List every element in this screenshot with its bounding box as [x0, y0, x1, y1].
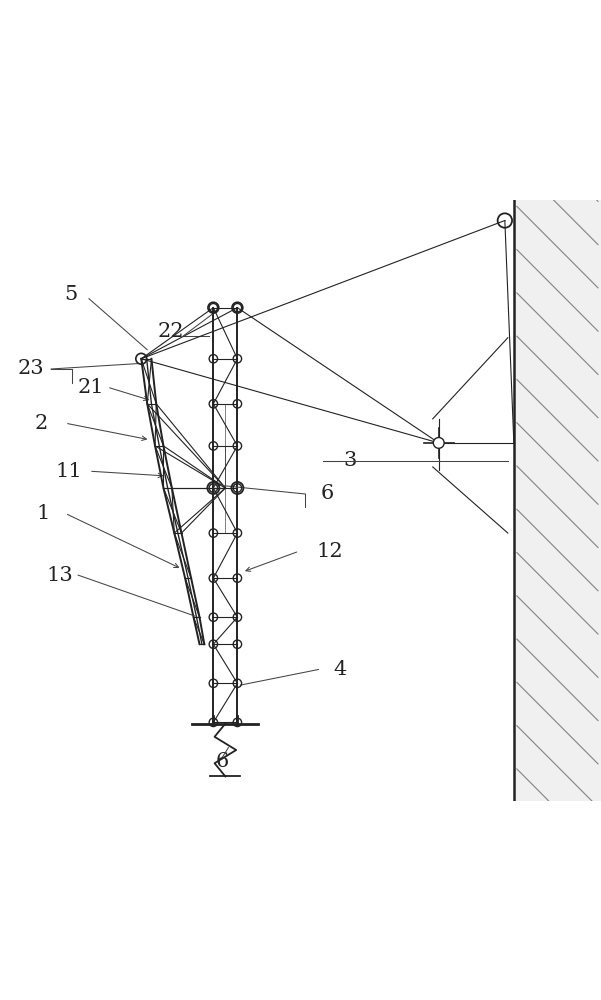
Text: 1: 1 — [37, 504, 50, 523]
Text: 11: 11 — [56, 462, 82, 481]
Text: 4: 4 — [333, 660, 346, 679]
Text: 21: 21 — [78, 378, 105, 397]
Text: 2: 2 — [34, 414, 47, 433]
Text: 6: 6 — [321, 484, 334, 503]
Text: 3: 3 — [343, 451, 356, 470]
Text: 22: 22 — [158, 322, 185, 341]
Circle shape — [433, 437, 444, 448]
Text: 13: 13 — [47, 566, 73, 585]
Text: 5: 5 — [64, 285, 78, 304]
Text: 12: 12 — [316, 542, 343, 561]
Bar — [514, 187, 601, 813]
Text: 23: 23 — [18, 359, 44, 378]
Text: 6: 6 — [216, 752, 229, 771]
